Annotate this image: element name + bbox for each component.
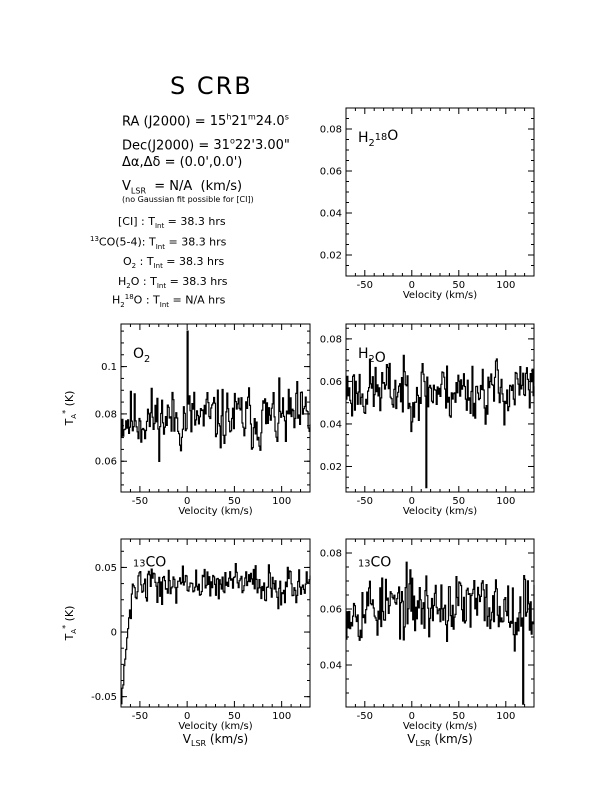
chart-h218o: -50 0 50 100 0.02 0.04 0.06 0.08 Velocity (km/s)… <box>320 107 535 301</box>
ra-value: 15h21m24.0s <box>209 113 289 130</box>
spectrum-line <box>121 330 311 462</box>
x-axis-label: Velocity (km/s) <box>403 506 477 517</box>
x-tick-label: 100 <box>272 496 291 507</box>
y-tick-label: 0.08 <box>320 549 342 560</box>
dec-label: Dec(J2000) = <box>122 138 210 154</box>
x-tick-label: 0 <box>409 280 415 291</box>
x-tick-label: 50 <box>452 711 465 722</box>
y-axis-label: TA* (K) <box>61 391 78 427</box>
x-tick-label: 100 <box>496 496 515 507</box>
tint-h218o: H218O : TInt = N/A hrs <box>112 293 226 309</box>
y-tick-label: 0.06 <box>320 605 342 616</box>
y-tick-label: 0.04 <box>320 419 342 430</box>
y-tick-label: -0.05 <box>91 692 117 703</box>
x-tick-label: -50 <box>357 496 373 507</box>
gaussian-note: (no Gaussian fit possible for [CI]) <box>122 195 254 204</box>
x-tick-label: -50 <box>132 711 148 722</box>
x-tick-label: 50 <box>228 496 241 507</box>
y-axis-label: TA* (K) <box>61 606 78 642</box>
x-axis-label-vlsr: VLSR (km/s) <box>407 732 472 748</box>
plot-frame <box>345 323 535 493</box>
y-tick-label: 0.08 <box>320 334 342 345</box>
tint-13co: 13CO(5-4): TInt = 38.3 hrs <box>90 235 227 251</box>
y-tick-label: 0.06 <box>320 377 342 388</box>
x-tick-label: -50 <box>357 711 373 722</box>
species-label: H2O <box>358 346 386 366</box>
x-tick-label: 100 <box>496 711 515 722</box>
x-tick-label: 100 <box>272 711 291 722</box>
x-tick-label: 0 <box>184 496 190 507</box>
species-label: 13CO <box>358 555 391 571</box>
x-tick-label: 50 <box>452 496 465 507</box>
offset-line: Δα,Δδ = (0.0',0.0') <box>122 155 243 170</box>
spectrum-line <box>121 563 311 705</box>
x-axis-label: Velocity (km/s) <box>178 721 252 732</box>
ra-label: RA (J2000) = <box>122 114 206 130</box>
tint-h2o: H2O : TInt = 38.3 hrs <box>118 275 228 291</box>
x-tick-label: 0 <box>409 711 415 722</box>
y-tick-label: 0.06 <box>320 167 342 178</box>
species-label: H218O <box>358 128 398 149</box>
y-tick-label: 0.04 <box>320 661 342 672</box>
x-tick-label: 100 <box>496 280 515 291</box>
y-tick-label: 0.08 <box>95 409 117 420</box>
tint-ci: [CI] : TInt = 38.3 hrs <box>118 215 226 231</box>
x-tick-label: -50 <box>132 496 148 507</box>
chart-13co_a: -50 0 50 100 -0.05 0 0.05 Velocity (km/s)VLSR (… <box>61 538 311 748</box>
spectrum-line <box>346 354 535 489</box>
spectrum-line <box>346 561 535 705</box>
species-label: 13CO <box>133 555 166 571</box>
species-label: O2 <box>133 346 150 365</box>
y-tick-label: 0.1 <box>101 362 117 373</box>
dec-line: Dec(J2000) = 31o22'3.00" <box>122 137 290 154</box>
x-axis-label: Velocity (km/s) <box>403 721 477 732</box>
x-tick-label: 0 <box>409 496 415 507</box>
source-title: S CRB <box>170 72 253 100</box>
y-tick-label: 0.04 <box>320 209 342 220</box>
x-tick-label: -50 <box>357 280 373 291</box>
y-tick-label: 0 <box>111 628 117 639</box>
dec-value: 31o22'3.00" <box>213 137 290 154</box>
y-tick-label: 0.08 <box>320 125 342 136</box>
x-axis-label-vlsr: VLSR (km/s) <box>183 732 248 748</box>
x-axis-label: Velocity (km/s) <box>403 290 477 301</box>
chart-o2: -50 0 50 100 0.06 0.08 0.1 Velocity (km/s) TA* (… <box>61 323 311 517</box>
y-tick-label: 0.02 <box>320 251 342 262</box>
x-axis-label: Velocity (km/s) <box>178 506 252 517</box>
vlsr-line: VLSR = N/A (km/s) <box>122 179 243 196</box>
ra-line: RA (J2000) = 15h21m24.0s <box>122 113 289 130</box>
chart-h2o: -50 0 50 100 0.02 0.04 0.06 0.08 Velocity (km/s)… <box>320 323 535 517</box>
x-tick-label: 50 <box>228 711 241 722</box>
x-tick-label: 50 <box>452 280 465 291</box>
chart-13co_b: -50 0 50 100 0.04 0.06 0.08 Velocity (km/s)VLSR… <box>320 538 535 748</box>
y-tick-label: 0.06 <box>95 457 117 468</box>
y-tick-label: 0.05 <box>95 563 117 574</box>
tint-o2: O2 : TInt = 38.3 hrs <box>123 255 225 271</box>
y-tick-label: 0.02 <box>320 462 342 473</box>
x-tick-label: 0 <box>184 711 190 722</box>
